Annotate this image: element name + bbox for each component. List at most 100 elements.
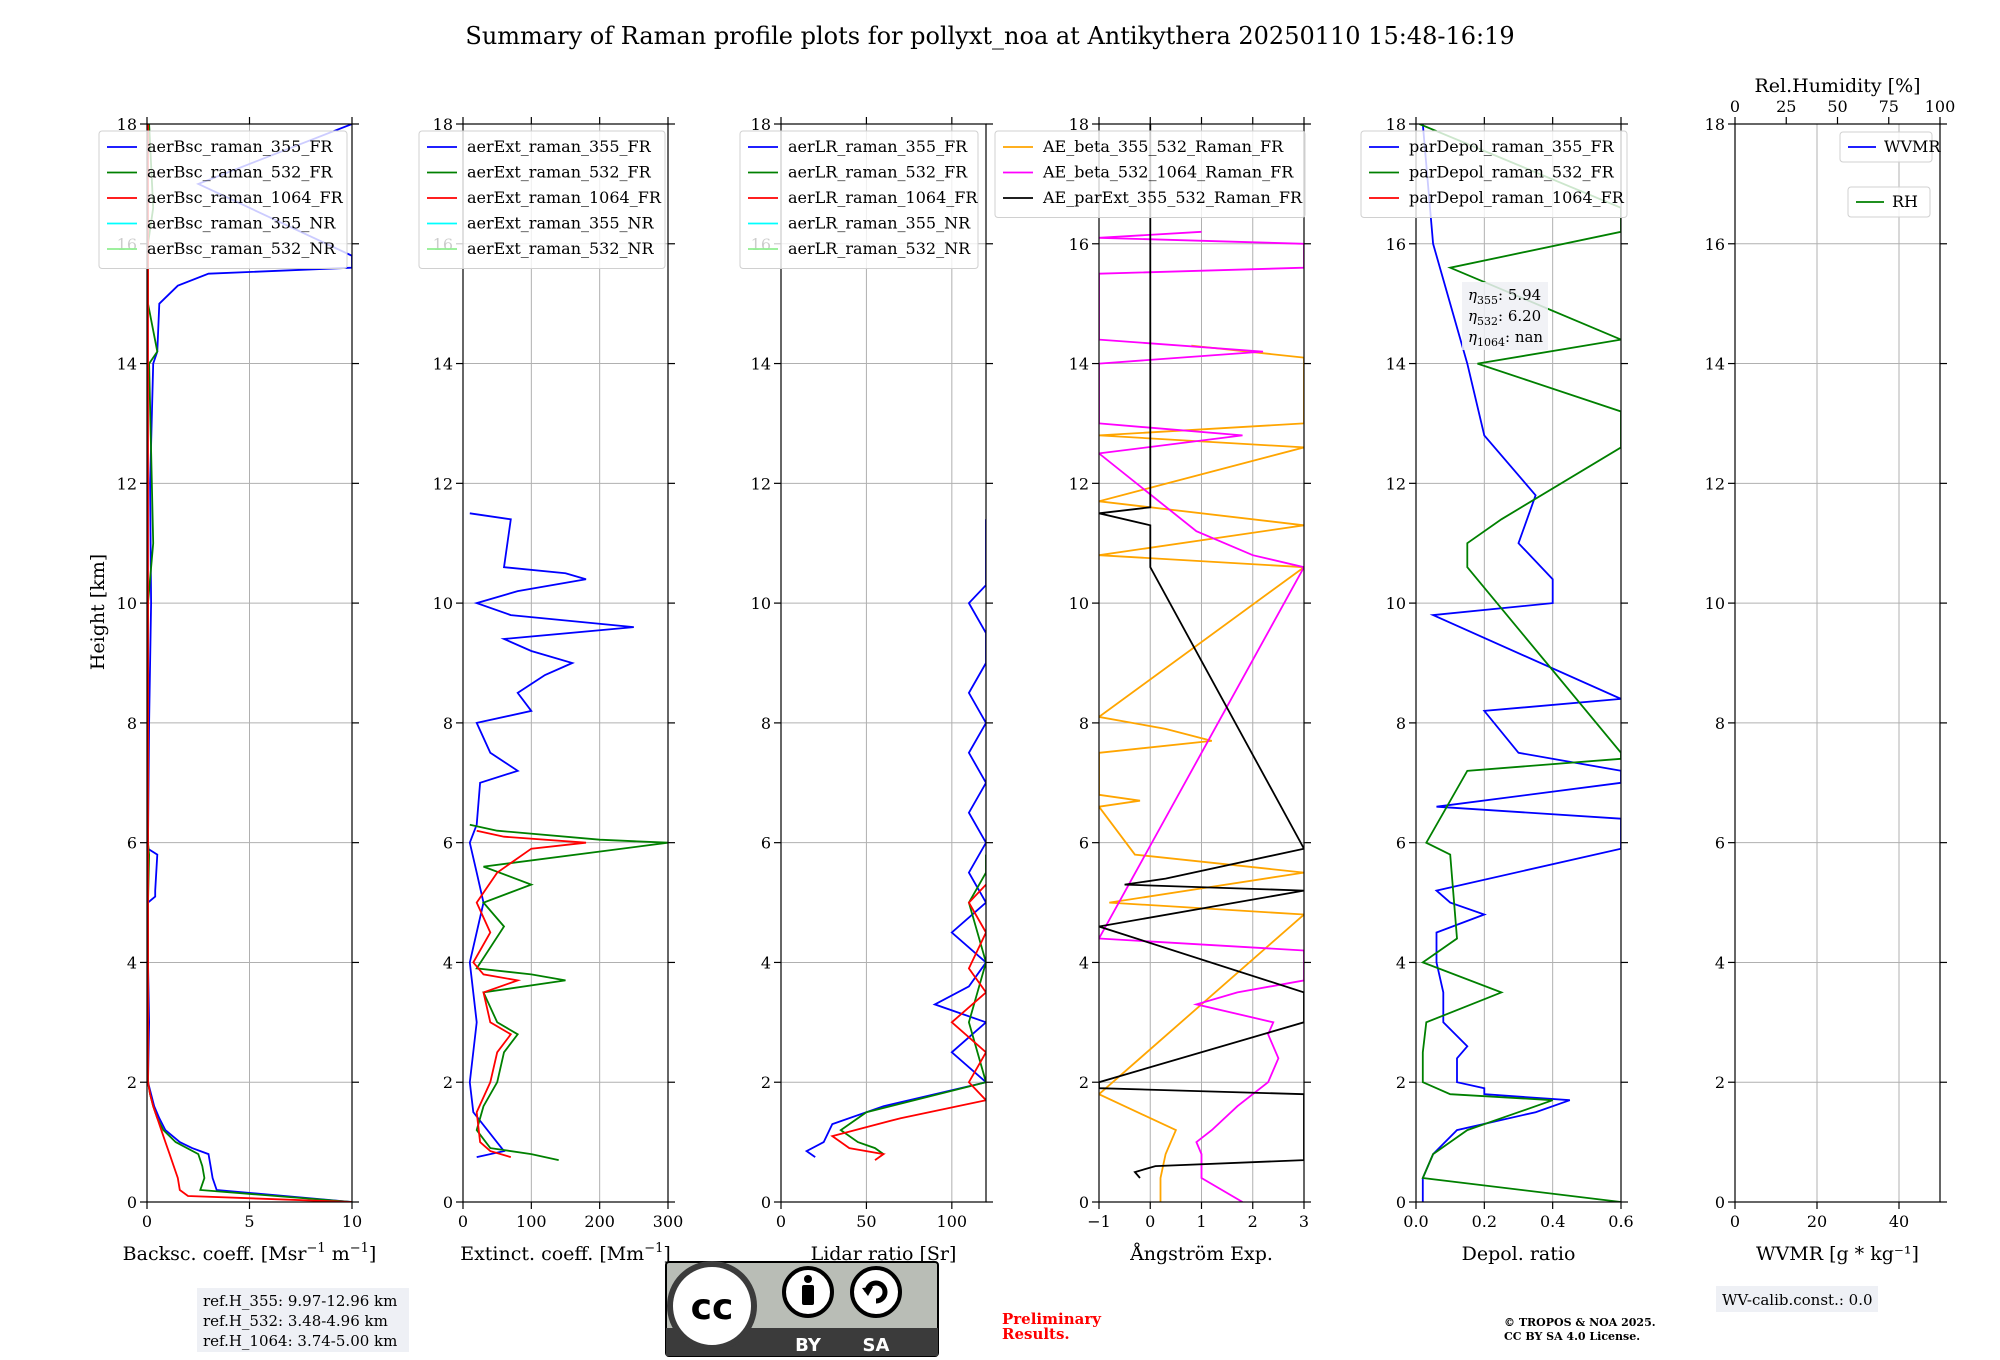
copyright-line2: CC BY SA 4.0 License. (1504, 1330, 1640, 1343)
series-line-aerBsc_raman_355_FR (147, 124, 352, 1202)
legend-label: aerExt_raman_355_NR (467, 214, 655, 233)
figure-title: Summary of Raman profile plots for polly… (465, 22, 1514, 50)
x-tick-label: −1 (1087, 1212, 1111, 1231)
series-line-parDepol_raman_355_FR (1421, 124, 1621, 1202)
legend-label: aerBsc_raman_532_NR (147, 239, 336, 258)
legend-label: parDepol_raman_532_FR (1409, 163, 1615, 182)
cc-text: cc (691, 1287, 734, 1328)
y-tick-label: 2 (761, 1073, 771, 1092)
y-tick-label: 2 (1396, 1073, 1406, 1092)
legend: WVMR (1839, 131, 1941, 163)
copyright-line1: © TROPOS & NOA 2025. (1504, 1316, 1656, 1329)
y-tick-label: 16 (1386, 235, 1406, 254)
x-axis-label: Ångström Exp. (1129, 1243, 1273, 1265)
x-axis-label: Depol. ratio (1462, 1243, 1576, 1265)
legend-rh: RH (1847, 186, 1931, 218)
y-tick-label: 10 (433, 594, 453, 613)
y-tick-label: 16 (1069, 235, 1089, 254)
legend-label: aerLR_raman_355_NR (788, 214, 971, 233)
top-x-tick-label: 50 (1827, 97, 1847, 116)
y-tick-label: 6 (761, 834, 771, 853)
legend-label: aerExt_raman_532_FR (467, 163, 652, 182)
x-tick-label: 0 (142, 1212, 152, 1231)
preliminary-note-line2: Results. (1002, 1325, 1070, 1343)
cc-license-badge[interactable]: cc BY SA (665, 1261, 939, 1357)
y-tick-label: 14 (433, 355, 453, 374)
y-tick-label: 10 (1705, 594, 1725, 613)
legend-box (1360, 130, 1628, 218)
legend-label: aerExt_raman_532_NR (467, 239, 655, 258)
x-tick-label: 1 (1196, 1212, 1206, 1231)
top-x-axis-label: Rel.Humidity [%] (1754, 75, 1920, 97)
legend-label: aerBsc_raman_355_NR (147, 214, 336, 233)
legend-label: aerBsc_raman_355_FR (147, 137, 333, 156)
y-tick-label: 8 (127, 714, 137, 733)
by-label: BY (795, 1335, 822, 1356)
top-x-tick-label: 25 (1776, 97, 1796, 116)
legend-label: AE_beta_532_1064_Raman_FR (1042, 163, 1294, 182)
y-tick-label: 2 (127, 1073, 137, 1092)
sa-label: SA (863, 1335, 890, 1356)
x-tick-label: 20 (1807, 1212, 1827, 1231)
plot-frame (462, 123, 669, 1203)
legend: AE_beta_355_532_Raman_FR AE_beta_532_1064… (994, 130, 1306, 218)
x-axis-label: Extinct. coeff. [Mm−1] (460, 1241, 671, 1265)
y-tick-label: 12 (1705, 474, 1725, 493)
y-tick-label: 4 (1396, 953, 1406, 972)
preliminary-note-line1: Preliminary (1002, 1310, 1102, 1328)
legend-box (98, 130, 348, 269)
y-tick-label: 4 (1079, 953, 1089, 972)
y-tick-label: 10 (751, 594, 771, 613)
legend-label: aerBsc_raman_532_FR (147, 163, 333, 182)
panel-depol: 0 2 4 6 8 10 12 14 16 18 0.0 0.2 0.4 0.6 Depol. ratio p… (1360, 115, 1634, 1265)
series-group (1099, 124, 1304, 1202)
x-tick-label: 10 (342, 1212, 362, 1231)
legend: parDepol_raman_355_FR parDepol_raman_532_… (1360, 130, 1628, 218)
legend-label: RH (1892, 192, 1918, 211)
legend-label: aerLR_raman_532_NR (788, 239, 971, 258)
legend-label: aerLR_raman_1064_FR (788, 188, 978, 207)
y-tick-label: 14 (1069, 355, 1089, 374)
y-tick-label: 10 (117, 594, 137, 613)
series-line-aerLR_raman_532_FR (839, 854, 986, 1155)
y-tick-label: 14 (117, 355, 137, 374)
reference-height-line: ref.H_532: 3.48-4.96 km (203, 1312, 388, 1330)
x-axis-label: Backsc. coeff. [Msr−1 m−1] (123, 1241, 377, 1265)
x-tick-label: 100 (937, 1212, 968, 1231)
top-x-tick-label: 75 (1879, 97, 1899, 116)
series-line-aerExt_raman_355_FR (468, 512, 634, 1158)
series-line-aerExt_raman_532_FR (469, 823, 668, 1161)
reference-height-line: ref.H_355: 9.97-12.96 km (203, 1292, 397, 1310)
plot-frame (1415, 123, 1622, 1203)
y-axis-label: Height [km] (87, 554, 109, 670)
x-tick-label: 2 (1248, 1212, 1258, 1231)
annotation-bg (197, 1288, 409, 1352)
y-tick-label: 0 (761, 1193, 771, 1212)
y-tick-label: 4 (1715, 953, 1725, 972)
reference-height-line: ref.H_1064: 3.74-5.00 km (203, 1332, 397, 1350)
y-tick-label: 12 (117, 474, 137, 493)
x-tick-label: 200 (584, 1212, 615, 1231)
legend-box (1847, 186, 1931, 218)
series-group (1419, 124, 1621, 1202)
y-tick-label: 0 (127, 1193, 137, 1212)
y-tick-label: 8 (1715, 714, 1725, 733)
legend-label: aerExt_raman_355_FR (467, 137, 652, 156)
x-tick-label: 0.6 (1608, 1212, 1633, 1231)
legend-label: AE_parExt_355_532_Raman_FR (1042, 188, 1303, 207)
series-line-AE_beta_532_1064_Raman_FR (1099, 230, 1304, 1202)
y-tick-label: 18 (751, 115, 771, 134)
panel-wv: 0 2 4 6 8 10 12 14 16 18 0 20 40 WVMR [g * kg⁻¹] 0 25 50… (1705, 75, 1955, 1312)
legend-label: aerBsc_raman_1064_FR (147, 188, 344, 207)
plot-frame (780, 123, 987, 1203)
x-tick-label: 50 (856, 1212, 876, 1231)
y-tick-label: 8 (761, 714, 771, 733)
y-tick-label: 12 (1386, 474, 1406, 493)
series-line-aerLR_raman_355_FR (804, 519, 986, 1158)
x-tick-label: 0 (1730, 1212, 1740, 1231)
y-tick-label: 2 (1715, 1073, 1725, 1092)
series-line-parDepol_raman_532_FR (1419, 124, 1621, 1202)
y-tick-label: 4 (443, 953, 453, 972)
share-alike-icon (850, 1266, 902, 1318)
